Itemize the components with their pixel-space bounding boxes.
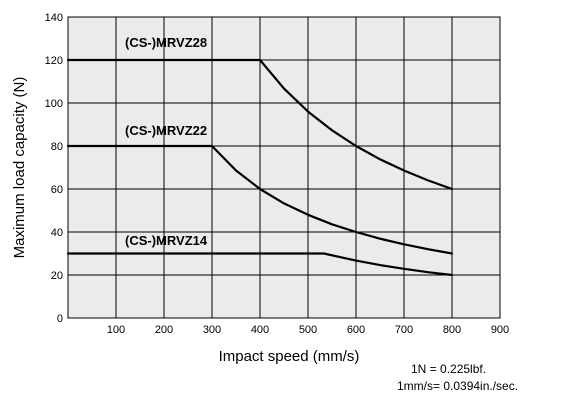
x-axis-title: Impact speed (mm/s) bbox=[219, 348, 360, 365]
y-tick-label: 80 bbox=[51, 141, 63, 153]
x-tick-label: 200 bbox=[155, 324, 173, 336]
conversion-note-speed: 1mm/s= 0.0394in./sec. bbox=[397, 379, 518, 393]
series-label: (CS-)MRVZ28 bbox=[125, 35, 207, 50]
x-tick-label: 100 bbox=[107, 324, 125, 336]
y-axis-title: Maximum load capacity (N) bbox=[11, 77, 28, 259]
y-tick-label: 0 bbox=[57, 313, 63, 325]
x-tick-label: 900 bbox=[491, 324, 509, 336]
y-tick-label: 60 bbox=[51, 184, 63, 196]
x-tick-label: 800 bbox=[443, 324, 461, 336]
x-tick-label: 700 bbox=[395, 324, 413, 336]
x-tick-label: 500 bbox=[299, 324, 317, 336]
y-tick-label: 100 bbox=[45, 98, 63, 110]
y-tick-label: 120 bbox=[45, 55, 63, 67]
y-tick-label: 140 bbox=[45, 12, 63, 24]
x-tick-label: 300 bbox=[203, 324, 221, 336]
conversion-note-force: 1N = 0.225lbf. bbox=[411, 362, 486, 376]
x-tick-label: 400 bbox=[251, 324, 269, 336]
series-label: (CS-)MRVZ22 bbox=[125, 123, 207, 138]
series-label: (CS-)MRVZ14 bbox=[125, 233, 208, 248]
y-tick-label: 20 bbox=[51, 270, 63, 282]
x-tick-label: 600 bbox=[347, 324, 365, 336]
y-tick-label: 40 bbox=[51, 227, 63, 239]
